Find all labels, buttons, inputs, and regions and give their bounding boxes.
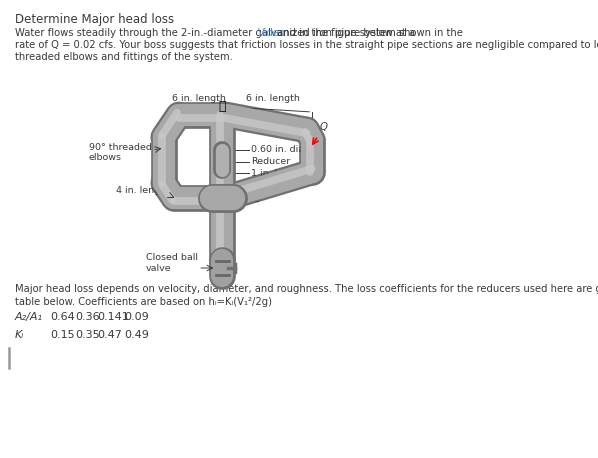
Text: Q: Q <box>319 122 328 132</box>
Text: and in the figure below at a: and in the figure below at a <box>274 28 416 38</box>
Text: 0.60 in. dia: 0.60 in. dia <box>251 146 304 154</box>
Text: rate of Q = 0.02 cfs. Your boss suggests that friction losses in the straight pi: rate of Q = 0.02 cfs. Your boss suggests… <box>15 40 598 50</box>
Text: 90° threaded
elbows: 90° threaded elbows <box>89 143 152 163</box>
Text: 0.35: 0.35 <box>75 330 99 340</box>
Text: table below. Coefficients are based on hₗ=Kₗ(V₁²/2g): table below. Coefficients are based on h… <box>15 297 272 307</box>
Text: Major head loss depends on velocity, diameter, and roughness. The loss coefficie: Major head loss depends on velocity, dia… <box>15 284 598 294</box>
Text: Determine Major head loss: Determine Major head loss <box>15 13 174 26</box>
Text: 4 in. length: 4 in. length <box>116 186 170 195</box>
Text: A₂/A₁: A₂/A₁ <box>15 312 43 322</box>
Text: threaded elbows and fittings of the system.: threaded elbows and fittings of the syst… <box>15 52 233 62</box>
Text: 6 in. length: 6 in. length <box>172 94 226 103</box>
Text: 🔥: 🔥 <box>219 100 226 113</box>
Text: 0.47: 0.47 <box>97 330 122 340</box>
Text: Closed ball
valve: Closed ball valve <box>145 253 197 273</box>
Text: 0.49: 0.49 <box>124 330 149 340</box>
Text: Reducer: Reducer <box>251 158 290 167</box>
Text: 0.15: 0.15 <box>50 330 75 340</box>
Text: 0.09: 0.09 <box>124 312 149 322</box>
Text: 0.36: 0.36 <box>75 312 99 322</box>
Text: 0.141: 0.141 <box>97 312 129 322</box>
Text: 0.64: 0.64 <box>50 312 75 322</box>
Text: Video: Video <box>258 28 286 38</box>
Text: Water flows steadily through the 2-in.-diameter galvanized iron pipe system show: Water flows steadily through the 2-in.-d… <box>15 28 466 38</box>
Text: 6 in. length: 6 in. length <box>246 94 300 103</box>
Text: Tee: Tee <box>244 196 260 205</box>
Text: 1 in. length: 1 in. length <box>251 169 304 178</box>
Text: Kₗ: Kₗ <box>15 330 24 340</box>
